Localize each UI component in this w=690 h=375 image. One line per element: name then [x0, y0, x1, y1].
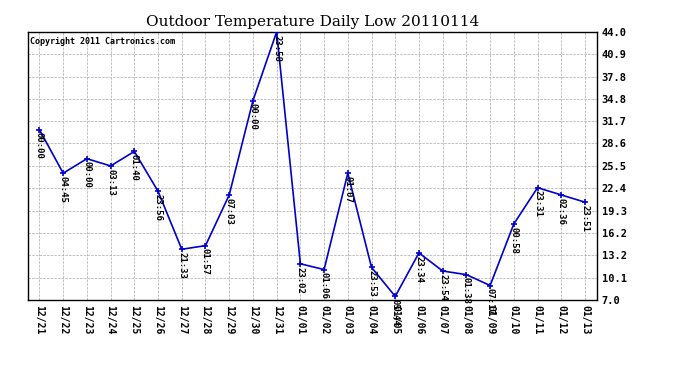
Text: 21:33: 21:33 — [177, 252, 186, 279]
Text: 04:45: 04:45 — [59, 176, 68, 203]
Text: 23:58: 23:58 — [272, 34, 281, 62]
Text: 00:00: 00:00 — [248, 104, 257, 130]
Text: 01:40: 01:40 — [130, 154, 139, 181]
Text: 23:53: 23:53 — [367, 270, 376, 297]
Text: 02:36: 02:36 — [557, 198, 566, 225]
Text: 01:06: 01:06 — [319, 272, 328, 299]
Text: 23:51: 23:51 — [580, 205, 589, 232]
Text: 23:02: 23:02 — [296, 267, 305, 293]
Text: 23:54: 23:54 — [438, 274, 447, 301]
Title: Outdoor Temperature Daily Low 20110114: Outdoor Temperature Daily Low 20110114 — [146, 15, 479, 29]
Text: 05:44: 05:44 — [391, 299, 400, 326]
Text: 01:07: 01:07 — [344, 176, 353, 203]
Text: 23:56: 23:56 — [154, 194, 163, 221]
Text: 07:17: 07:17 — [486, 288, 495, 315]
Text: 23:34: 23:34 — [415, 256, 424, 282]
Text: 00:00: 00:00 — [82, 162, 91, 188]
Text: 00:00: 00:00 — [35, 132, 44, 159]
Text: 01:38: 01:38 — [462, 278, 471, 304]
Text: 03:13: 03:13 — [106, 169, 115, 196]
Text: 00:58: 00:58 — [509, 227, 518, 254]
Text: Copyright 2011 Cartronics.com: Copyright 2011 Cartronics.com — [30, 37, 175, 46]
Text: 23:31: 23:31 — [533, 190, 542, 217]
Text: 07:03: 07:03 — [225, 198, 234, 225]
Text: 01:57: 01:57 — [201, 248, 210, 275]
